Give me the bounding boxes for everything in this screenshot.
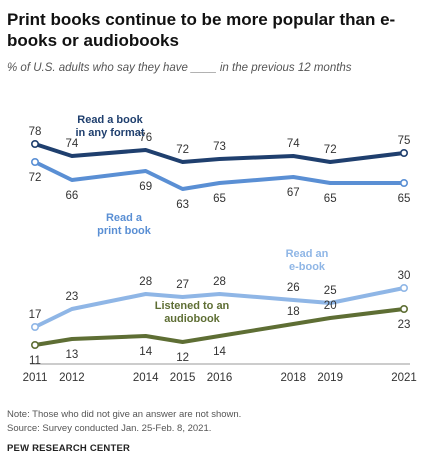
data-label: 65	[213, 193, 226, 205]
data-label: 17	[29, 309, 42, 321]
series-line-print-book	[33, 160, 406, 191]
data-point-e-book	[30, 322, 39, 331]
data-label: 67	[287, 187, 300, 199]
x-tick-label: 2012	[59, 372, 85, 384]
data-label: 23	[398, 319, 411, 331]
series-label-audiobook: audiobook	[164, 313, 220, 325]
data-label: 27	[176, 279, 189, 291]
data-label: 72	[29, 172, 42, 184]
data-point-e-book	[399, 283, 408, 292]
data-point-any-format	[399, 149, 408, 158]
data-label: 12	[176, 352, 189, 364]
series-label-e-book: e-book	[289, 261, 326, 273]
data-point-any-format	[30, 140, 39, 149]
series-label-any-format: in any format	[75, 127, 144, 139]
data-label: 30	[398, 270, 411, 282]
data-label: 63	[176, 199, 189, 211]
x-tick-label: 2018	[281, 372, 307, 384]
series-label-print-book: Read a	[106, 212, 143, 224]
series-label-e-book: Read an	[286, 248, 329, 260]
x-tick-label: 2021	[391, 372, 417, 384]
data-label: 23	[66, 291, 79, 303]
data-label: 73	[213, 141, 226, 153]
data-point-audiobook	[30, 340, 39, 349]
x-tick-label: 2011	[23, 372, 48, 384]
x-tick-label: 2019	[317, 372, 343, 384]
data-label: 28	[139, 276, 152, 288]
data-label: 75	[398, 135, 411, 147]
data-label: 26	[287, 282, 300, 294]
series-line-e-book	[33, 286, 406, 329]
data-label: 72	[176, 144, 189, 156]
data-label: 69	[139, 181, 152, 193]
data-label: 72	[324, 144, 337, 156]
x-tick-label: 2015	[170, 372, 196, 384]
data-label: 13	[66, 349, 79, 361]
chart-note: Note: Those who did not give an answer a…	[7, 409, 242, 420]
series-label-any-format: Read a book	[77, 114, 143, 126]
data-label: 66	[66, 190, 79, 202]
chart-source: Source: Survey conducted Jan. 25-Feb. 8,…	[7, 423, 212, 434]
x-tick-label: 2016	[207, 372, 233, 384]
data-label: 65	[324, 193, 337, 205]
data-label: 11	[29, 355, 41, 367]
series-line-audiobook	[33, 307, 406, 347]
data-label: 78	[29, 126, 42, 138]
data-label: 25	[324, 285, 337, 297]
series-line-any-format	[33, 142, 406, 164]
series-label-print-book: print book	[97, 225, 152, 237]
x-tick-label: 2014	[133, 372, 159, 384]
brand-name: PEW RESEARCH CENTER	[7, 443, 131, 454]
data-label: 76	[139, 132, 152, 144]
data-label: 74	[287, 138, 300, 150]
data-label: 20	[324, 300, 337, 312]
data-point-audiobook	[399, 304, 408, 313]
data-label: 28	[213, 276, 226, 288]
chart-subtitle: % of U.S. adults who say they have ____ …	[7, 62, 352, 74]
data-point-print-book	[30, 158, 39, 167]
data-label: 14	[139, 346, 152, 358]
data-label: 18	[287, 306, 300, 318]
data-label: 74	[66, 138, 79, 150]
data-label: 65	[398, 193, 411, 205]
data-label: 14	[213, 346, 226, 358]
chart-title: Print books continue to be more popular …	[7, 10, 396, 50]
series-label-audiobook: Listened to an	[155, 300, 230, 312]
data-point-print-book	[399, 179, 408, 188]
